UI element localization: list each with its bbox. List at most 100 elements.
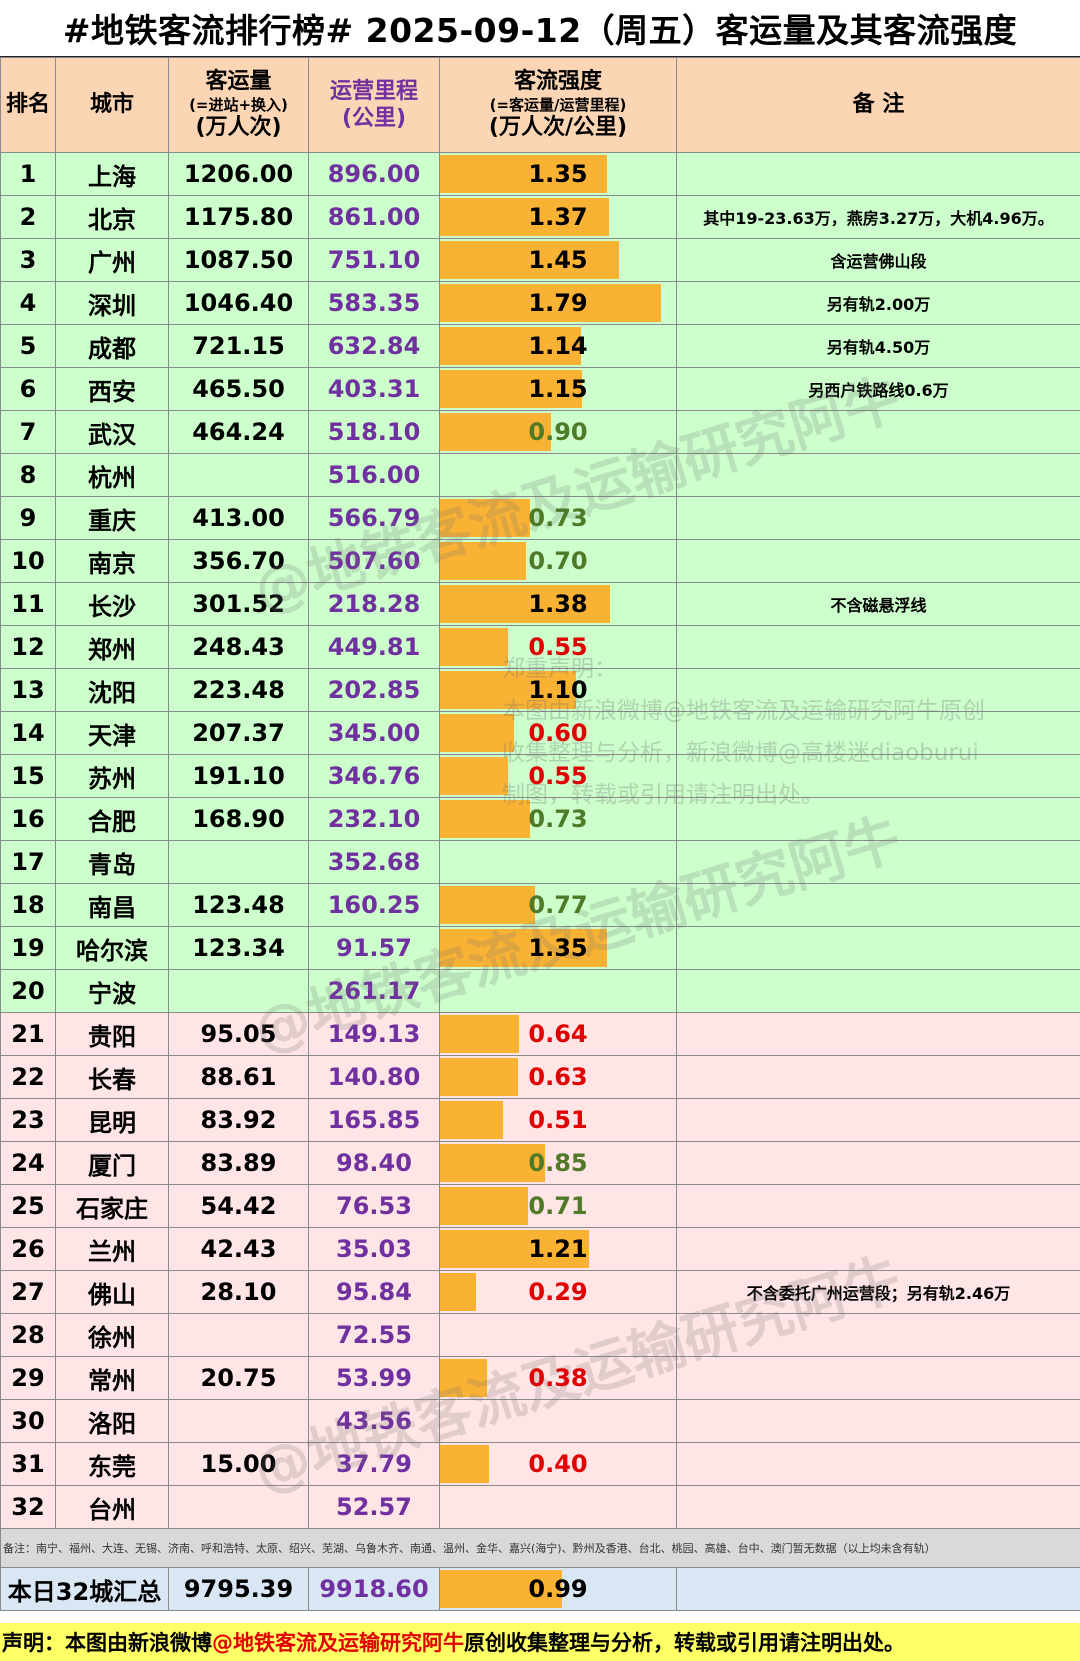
city-cell: 厦门	[55, 1141, 169, 1185]
header-km: 运营里程 (公里)	[308, 57, 440, 153]
disclaimer-highlight: @地铁客流及运输研究阿牛	[212, 1631, 464, 1655]
km-cell: 95.84	[308, 1270, 440, 1314]
ridership-cell: 1046.40	[168, 281, 309, 325]
intensity-cell: 1.10	[439, 668, 677, 712]
city-cell: 苏州	[55, 754, 169, 798]
note-cell	[676, 539, 1080, 583]
table-row: 2 北京 1175.80 861.00 1.37 其中19-23.63万，燕房3.27万，…	[0, 195, 1080, 239]
ridership-cell: 42.43	[168, 1227, 309, 1271]
note-cell	[676, 625, 1080, 669]
city-cell: 昆明	[55, 1098, 169, 1142]
city-cell: 杭州	[55, 453, 169, 497]
note-cell	[676, 410, 1080, 454]
note-cell	[676, 496, 1080, 540]
ridership-cell: 54.42	[168, 1184, 309, 1228]
ridership-cell: 83.92	[168, 1098, 309, 1142]
km-cell: 352.68	[308, 840, 440, 884]
intensity-bar	[440, 370, 582, 408]
ridership-cell: 83.89	[168, 1141, 309, 1185]
rank-cell: 31	[0, 1442, 56, 1486]
note-cell	[676, 1184, 1080, 1228]
intensity-bar	[440, 1144, 545, 1182]
ridership-cell: 223.48	[168, 668, 309, 712]
intensity-value: 0.70	[528, 547, 588, 575]
summary-intensity: 0.99	[439, 1567, 677, 1611]
table-row: 26 兰州 42.43 35.03 1.21	[0, 1227, 1080, 1271]
city-cell: 重庆	[55, 496, 169, 540]
header-km-line2: (公里)	[341, 106, 407, 131]
summary-intensity-bar	[440, 1570, 563, 1608]
intensity-bar	[440, 1230, 590, 1268]
intensity-cell: 1.79	[439, 281, 677, 325]
intensity-value: 1.15	[528, 375, 588, 403]
intensity-cell: 0.63	[439, 1055, 677, 1099]
intensity-bar	[440, 1101, 503, 1139]
intensity-cell: 0.29	[439, 1270, 677, 1314]
rank-cell: 26	[0, 1227, 56, 1271]
intensity-cell	[439, 1485, 677, 1529]
intensity-value: 0.40	[528, 1450, 588, 1478]
intensity-value: 0.73	[528, 805, 588, 833]
km-cell: 76.53	[308, 1184, 440, 1228]
intensity-bar	[440, 542, 527, 580]
intensity-cell: 1.38	[439, 582, 677, 626]
table-row: 23 昆明 83.92 165.85 0.51	[0, 1098, 1080, 1142]
note-cell: 另西户铁路线0.6万	[676, 367, 1080, 411]
rank-cell: 17	[0, 840, 56, 884]
intensity-bar	[440, 929, 607, 967]
ridership-cell: 465.50	[168, 367, 309, 411]
intensity-bar	[440, 628, 508, 666]
ridership-cell: 123.48	[168, 883, 309, 927]
intensity-cell: 1.35	[439, 152, 677, 196]
intensity-bar	[440, 714, 515, 752]
intensity-bar	[440, 155, 607, 193]
rank-cell: 29	[0, 1356, 56, 1400]
ridership-cell: 191.10	[168, 754, 309, 798]
note-cell	[676, 1313, 1080, 1357]
city-cell: 石家庄	[55, 1184, 169, 1228]
city-cell: 郑州	[55, 625, 169, 669]
summary-row: 本日32城汇总 9795.39 9918.60 0.99	[0, 1567, 1080, 1611]
disclaimer-prefix: 声明：本图由新浪微博	[2, 1631, 212, 1655]
rank-cell: 10	[0, 539, 56, 583]
city-cell: 哈尔滨	[55, 926, 169, 970]
intensity-cell: 0.55	[439, 754, 677, 798]
intensity-value: 0.63	[528, 1063, 588, 1091]
ridership-cell: 721.15	[168, 324, 309, 368]
km-cell: 35.03	[308, 1227, 440, 1271]
intensity-cell: 0.38	[439, 1356, 677, 1400]
intensity-cell: 1.21	[439, 1227, 677, 1271]
rank-cell: 24	[0, 1141, 56, 1185]
ridership-cell: 207.37	[168, 711, 309, 755]
header-notes: 备 注	[676, 57, 1080, 153]
header-ridership-line3: (万人次)	[195, 115, 282, 141]
intensity-cell: 0.73	[439, 797, 677, 841]
table-body: 1 上海 1206.00 896.00 1.35 2 北京 1175.80 861.00 1.37…	[0, 152, 1080, 1529]
intensity-cell: 0.51	[439, 1098, 677, 1142]
intensity-bar	[440, 241, 620, 279]
intensity-cell	[439, 1313, 677, 1357]
km-cell: 346.76	[308, 754, 440, 798]
note-cell	[676, 1356, 1080, 1400]
rank-cell: 32	[0, 1485, 56, 1529]
intensity-value: 0.73	[528, 504, 588, 532]
intensity-cell: 0.55	[439, 625, 677, 669]
header-rank: 排名	[0, 57, 56, 153]
km-cell: 632.84	[308, 324, 440, 368]
intensity-value: 0.64	[528, 1020, 588, 1048]
intensity-bar	[440, 413, 552, 451]
km-cell: 91.57	[308, 926, 440, 970]
intensity-cell: 0.85	[439, 1141, 677, 1185]
header-row: 排名 城市 客运量 (=进站+换入) (万人次) 运营里程 (公里) 客流强度 …	[0, 57, 1080, 153]
table-row: 27 佛山 28.10 95.84 0.29 不含委托广州运营段；另有轨2.46万	[0, 1270, 1080, 1314]
note-cell	[676, 152, 1080, 196]
note-cell	[676, 1399, 1080, 1443]
rank-cell: 4	[0, 281, 56, 325]
rank-cell: 27	[0, 1270, 56, 1314]
intensity-cell	[439, 1399, 677, 1443]
rank-cell: 23	[0, 1098, 56, 1142]
note-cell	[676, 1012, 1080, 1056]
table-row: 18 南昌 123.48 160.25 0.77	[0, 883, 1080, 927]
intensity-value: 0.60	[528, 719, 588, 747]
intensity-bar	[440, 800, 531, 838]
